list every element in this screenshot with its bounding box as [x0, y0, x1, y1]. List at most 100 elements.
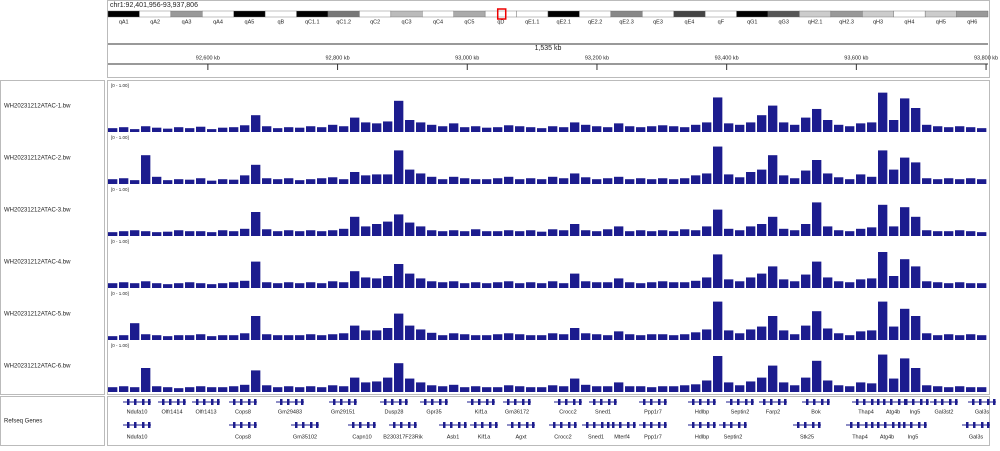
- signal-bar: [361, 330, 371, 340]
- signal-bar: [108, 128, 118, 132]
- gene-label: Crocc2: [559, 409, 576, 415]
- track-name[interactable]: WH20231212ATAC-4.bw: [4, 260, 71, 266]
- exon: [643, 422, 646, 428]
- band-label: qA1: [119, 19, 129, 25]
- signal-bar: [702, 173, 712, 184]
- signal-bar: [295, 283, 305, 288]
- exon: [526, 422, 529, 428]
- exon: [492, 399, 495, 405]
- signal-bar: [669, 231, 679, 236]
- signal-bar: [262, 229, 272, 236]
- exon: [408, 422, 411, 428]
- exon: [898, 399, 901, 405]
- signal-bar: [955, 386, 965, 392]
- signal-bar: [911, 108, 921, 132]
- gene-label: Crocc2: [554, 434, 571, 440]
- signal-bar: [471, 386, 481, 392]
- exon: [148, 399, 151, 405]
- signal-bar: [592, 231, 602, 236]
- signal-bar: [977, 335, 987, 340]
- gene-label: Thap4: [852, 434, 868, 440]
- exon: [797, 422, 800, 428]
- exon: [966, 422, 969, 428]
- exon: [495, 422, 498, 428]
- exon: [340, 399, 343, 405]
- signal-bar: [592, 386, 602, 392]
- track-name[interactable]: WH20231212ATAC-1.bw: [4, 104, 71, 110]
- exon: [489, 422, 492, 428]
- track-name[interactable]: WH20231212ATAC-5.bw: [4, 312, 71, 318]
- exon: [280, 399, 283, 405]
- exon: [203, 399, 206, 405]
- signal-bar: [724, 279, 734, 288]
- signal-bar: [548, 385, 558, 392]
- signal-bar: [438, 231, 448, 236]
- signal-bar: [207, 180, 217, 184]
- exon: [713, 399, 716, 405]
- exon: [474, 422, 477, 428]
- exon: [664, 399, 667, 405]
- band-label: qB: [277, 19, 284, 25]
- signal-bar: [647, 179, 657, 184]
- exon: [658, 399, 661, 405]
- signal-bar: [845, 231, 855, 236]
- exon: [142, 422, 145, 428]
- signal-bar: [405, 325, 415, 340]
- signal-bar: [790, 124, 800, 132]
- signal-bar: [328, 281, 338, 288]
- exon: [614, 399, 617, 405]
- signal-bar: [207, 232, 217, 236]
- signal-bar: [306, 334, 316, 340]
- signal-bar: [900, 358, 910, 392]
- locus[interactable]: chr1:92,401,956-93,937,806: [110, 2, 198, 9]
- signal-bar: [636, 335, 646, 340]
- ideogram-band: [736, 10, 769, 18]
- exon: [877, 422, 880, 428]
- signal-bar: [130, 230, 140, 236]
- signal-bar: [471, 282, 481, 288]
- gene-label: Ing5: [908, 434, 919, 440]
- exon: [910, 422, 913, 428]
- exon: [384, 399, 387, 405]
- track-name[interactable]: WH20231212ATAC-3.bw: [4, 208, 71, 214]
- signal-bar: [482, 231, 492, 236]
- exon: [707, 422, 710, 428]
- signal-bar: [647, 387, 657, 392]
- signal-bar: [834, 230, 844, 236]
- signal-bar: [614, 382, 624, 392]
- band-label: qC3: [402, 19, 412, 25]
- signal-bar: [944, 387, 954, 392]
- exon: [295, 399, 298, 405]
- signal-bar: [449, 123, 459, 132]
- signal-bar: [768, 266, 778, 288]
- signal-bar: [801, 170, 811, 184]
- signal-bar: [119, 231, 129, 236]
- exon: [373, 422, 376, 428]
- signal-bar: [405, 273, 415, 288]
- exon: [707, 399, 710, 405]
- ideogram-band: [422, 10, 454, 18]
- track-name[interactable]: WH20231212ATAC-6.bw: [4, 364, 71, 370]
- signal-bar: [273, 128, 283, 132]
- signal-bar: [416, 173, 426, 184]
- signal-bar: [240, 125, 250, 132]
- signal-bar: [812, 261, 822, 288]
- exon: [287, 399, 290, 405]
- signal-bar: [163, 387, 173, 392]
- signal-bar: [702, 329, 712, 340]
- track-name[interactable]: WH20231212ATAC-2.bw: [4, 156, 71, 162]
- exon: [211, 399, 214, 405]
- signal-bar: [328, 334, 338, 340]
- exon: [486, 399, 489, 405]
- gene-track-name[interactable]: Refseq Genes: [4, 419, 42, 425]
- signal-bar: [427, 176, 437, 184]
- signal-bar: [856, 228, 866, 236]
- signal-bar: [911, 316, 921, 340]
- signal-bar: [295, 387, 305, 392]
- signal-bar: [647, 231, 657, 236]
- exon: [650, 422, 653, 428]
- signal-bar: [933, 282, 943, 288]
- signal-bar: [911, 162, 921, 184]
- signal-bar: [735, 230, 745, 236]
- band-label: qE4: [685, 19, 695, 25]
